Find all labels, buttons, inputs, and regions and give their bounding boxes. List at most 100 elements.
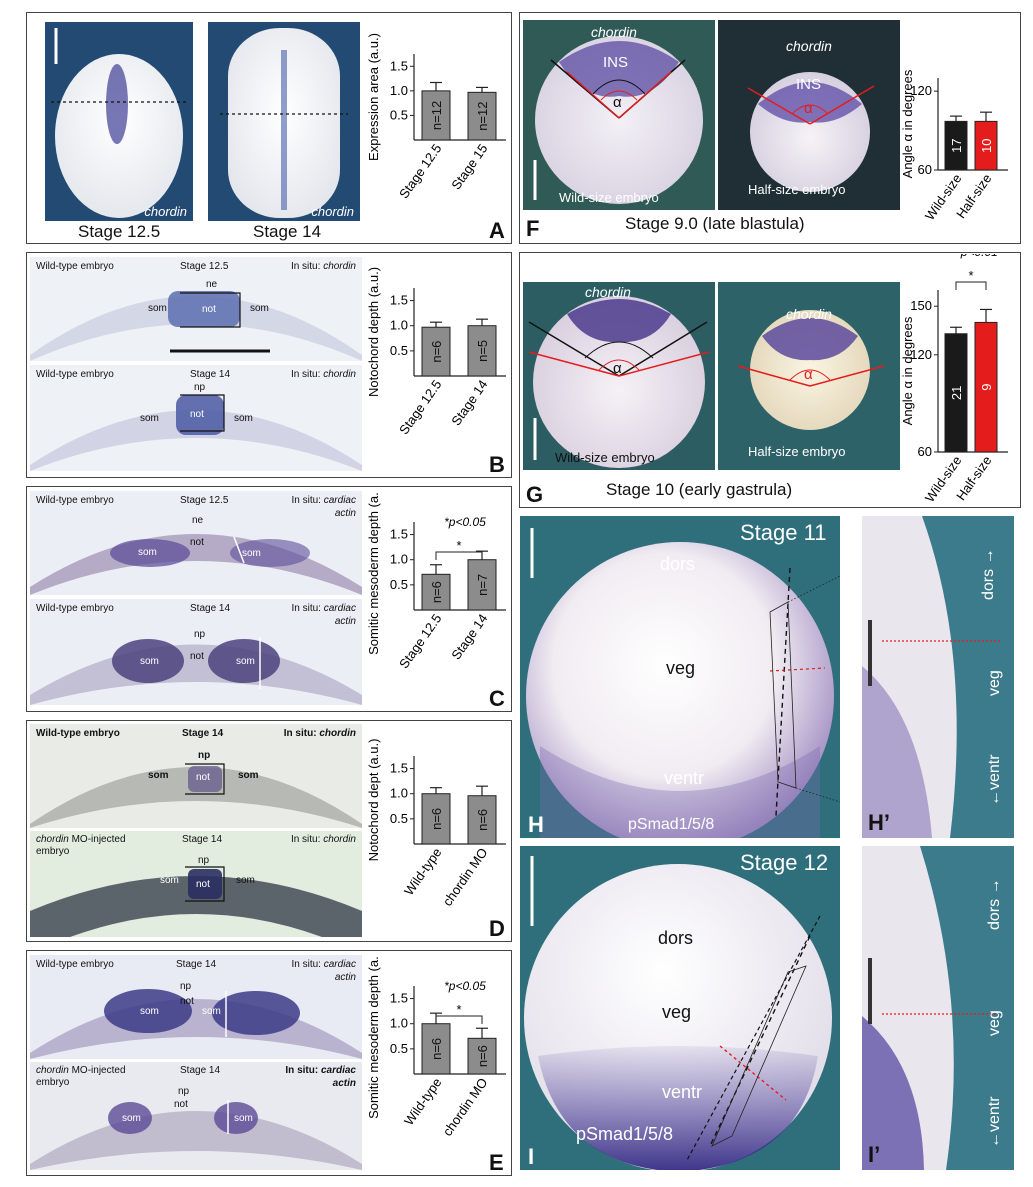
x-tick-label: Stage 14 [448,611,490,662]
panel-b-chart: Notochord depth (a.u.) 0.5 1.0 1.5 n=6 Stage … [366,267,506,437]
insitu-label: In situ: cardiac [291,959,357,970]
x-tick-label: chordin MO [440,845,491,909]
bar [467,325,497,377]
gene-label: chordin [311,204,354,219]
x-tick-label: Wild-type [401,845,444,898]
stage-label: Stage 14 [182,728,224,739]
tissue-ne: ne [192,515,204,526]
y-tick-label: 0.5 [390,343,408,358]
tissue-not: not [190,537,204,548]
insitu-gene-line2: actin [334,972,356,983]
tissue-not: not [174,1099,188,1110]
panel-g-chart: Angle α in degrees6012015021Wild-size9Ha… [900,254,1008,505]
panel-a-chart: Expression area (a.u.) 0.5 1.0 1.5 n=12 Stage… [366,33,506,201]
y-tick-label: 1.0 [390,786,408,801]
y-tick-label: 1.5 [390,761,408,776]
y-tick-label: 60 [918,444,932,459]
tissue-som-right: som [236,875,255,886]
embryo-drawing [737,310,885,430]
section-drawing [30,989,362,1059]
tissue-not: not [190,409,204,420]
zoom-drawing [862,846,996,1170]
y-tick-label: 1.5 [390,293,408,308]
panel-label: I’ [868,1142,881,1167]
stage-label: Stage 12.5 [180,261,229,272]
stage-title: Stage 11 [740,520,827,545]
section-drawing [30,763,362,828]
x-tick-label: chordin MO [440,1075,491,1139]
alpha-label: α [613,360,622,377]
y-tick-label: 1.5 [390,991,408,1006]
bar-label: n=12 [475,102,490,131]
stage-label: Stage 14 [176,959,217,970]
panel-a-image-2: chordin [208,22,360,221]
embryo-drawing [533,36,703,204]
x-tick-label: Stage 15 [448,141,490,192]
embryo-image: chordin α Wild-size embryo [523,282,715,470]
tissue-som-left: som [160,875,179,886]
y-tick-label: 1.0 [390,552,408,567]
embryo-image: chordin α Half-size embryo [718,282,900,470]
bar-label: n=6 [475,1045,490,1067]
panel-label: H [528,812,544,837]
panel-e-frame [26,950,512,1176]
veg-label: veg [666,658,696,678]
y-tick-label: 0.5 [390,811,408,826]
panel-label: D [489,916,505,941]
stain-label: pSmad1/5/8 [576,1124,674,1144]
tissue-not: not [190,651,204,662]
tissue-ne: ne [206,279,218,290]
gene-label: chordin [786,38,832,54]
insitu-label: In situ: chordin [283,728,356,739]
section-image: Wild-type embryo Stage 14 In situ: cardi… [30,599,362,705]
embryo-type: chordin MO-injected [36,834,126,845]
side-dors: dors → [980,548,997,600]
bar-label: n=7 [475,574,490,596]
bar [421,90,451,141]
section-image: Wild-type embryo Stage 14 In situ: chord… [30,365,362,471]
embryo-type: Wild-type embryo [36,369,114,380]
stage-label: Stage 14 [182,834,223,845]
tissue-som-right: som [202,1006,221,1017]
alpha-label: α [613,94,622,111]
insitu-gene-line2: actin [334,616,356,627]
embryo-type: Wild-type embryo [36,959,114,970]
tissue-not: not [180,996,194,1007]
y-tick-label: 60 [918,162,932,177]
panel-label: A [489,218,505,243]
y-tick-label: 120 [910,347,932,362]
significance-bracket [955,281,987,290]
bar [467,559,497,611]
bar-label: n=6 [429,341,444,363]
bar-label: 17 [949,138,964,152]
y-tick-label: 1.0 [390,318,408,333]
embryo-type: Wild-type embryo [36,728,120,739]
zoom-image: dors → veg ←ventr I’ [862,846,1014,1170]
ventr-label: ventr [662,1082,703,1102]
embryo-caption: Wild-size embryo [559,190,659,205]
ins-label: INS [796,76,822,93]
x-tick-label: Stage 14 [448,377,490,428]
embryo-image: chordin INS α Wild-size embryo [523,20,715,210]
panel-title: Stage 10 (early gastrula) [606,480,793,499]
tissue-som-left: som [148,770,169,781]
side-dors: dors → [986,878,1003,930]
tissue-som-right: som [234,413,253,424]
side-ventr: ←ventr [986,754,1003,806]
section-drawing [30,394,362,471]
y-tick-label: 1.0 [390,1016,408,1031]
panel-e-chart: Somitic mesoderm depth (a.u.) 0.5 1.0 1.5 n=… [366,956,506,1139]
x-tick-label: Wild-type [401,1075,444,1128]
bar [467,795,497,845]
panel-b-frame [26,252,512,478]
y-tick-label: 0.5 [390,1041,408,1056]
stage-label: Stage 12.5 [180,495,229,506]
significance-label: *p<0.05 [444,979,486,993]
significance-star: * [456,1002,461,1017]
y-axis-label: Angle α in degrees [900,69,915,178]
alpha-label: α [804,366,813,383]
section-image: Wild-type embryo Stage 14 In situ: cardi… [30,955,362,1059]
section-image: chordin MO-injected embryo Stage 14 In s… [30,831,362,937]
y-tick-label: 1.0 [390,83,408,98]
embryo-caption: Half-size embryo [748,182,846,197]
